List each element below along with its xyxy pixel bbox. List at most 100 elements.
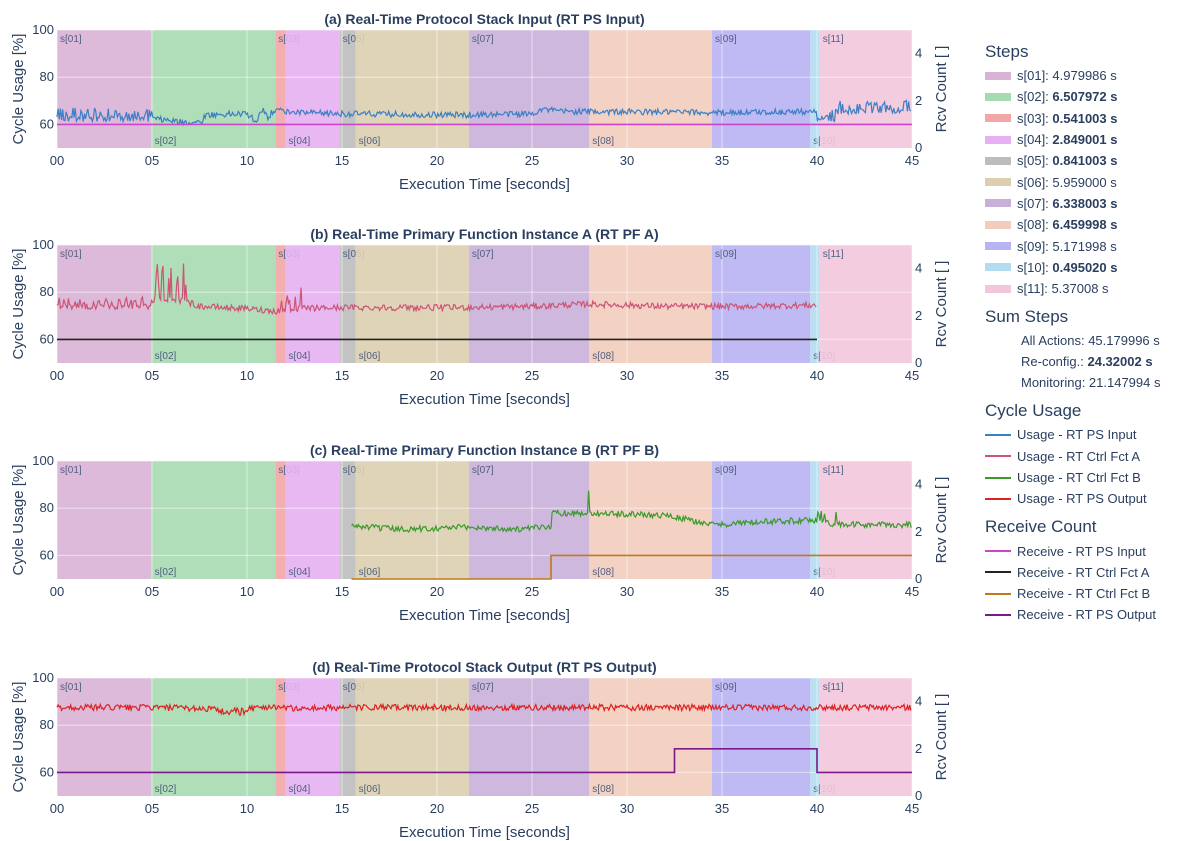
x-tick-label: 40 — [810, 368, 824, 383]
x-tick-label: 15 — [335, 368, 349, 383]
legend-series-line — [985, 476, 1011, 479]
x-tick-label: 30 — [620, 584, 634, 599]
legend-series-item[interactable]: Receive - RT Ctrl Fct B — [985, 583, 1175, 604]
step-region-s07 — [468, 461, 590, 579]
step-region-s05 — [339, 245, 356, 363]
legend-series-label: Receive - RT Ctrl Fct B — [1017, 586, 1151, 602]
step-region-s09 — [712, 30, 811, 148]
legend-sum-title: Sum Steps — [985, 307, 1069, 327]
step-label: s[01] — [60, 249, 82, 260]
subplot-title: (d) Real-Time Protocol Stack Output (RT … — [312, 659, 656, 675]
legend-series-item[interactable]: Receive - RT PS Output — [985, 604, 1175, 625]
series-line-usage — [56, 263, 817, 316]
legend-step-swatch — [985, 242, 1011, 251]
legend-step-item[interactable]: s[08]: 6.459998 s — [985, 214, 1175, 235]
step-label: s[04] — [289, 784, 311, 795]
step-label: s[08] — [592, 136, 614, 147]
x-tick-label: 45 — [905, 153, 919, 168]
step-label: s[05] — [343, 465, 365, 476]
legend-step-item[interactable]: s[09]: 5.171998 s — [985, 235, 1175, 256]
legend-step-item[interactable]: s[11]: 5.37008 s — [985, 278, 1175, 299]
step-label: s[11] — [823, 34, 844, 45]
step-label: s[01] — [60, 34, 82, 45]
legend-step-item[interactable]: s[06]: 5.959000 s — [985, 171, 1175, 192]
x-tick-label: 15 — [335, 801, 349, 816]
y-tick-label: 60 — [40, 764, 54, 779]
legend-usage-title: Cycle Usage — [985, 401, 1082, 421]
legend-steps-list: s[01]: 4.979986 s s[02]: 6.507972 s s[03]:… — [985, 65, 1175, 299]
step-label: s[07] — [472, 249, 494, 260]
x-tick-label: 10 — [240, 584, 254, 599]
legend-step-label: s[11]: 5.37008 s — [1017, 281, 1109, 297]
legend-step-item[interactable]: s[07]: 6.338003 s — [985, 193, 1175, 214]
legend-usage-list: Usage - RT PS Input Usage - RT Ctrl Fct A… — [985, 424, 1175, 509]
legend-step-item[interactable]: s[04]: 2.849001 s — [985, 129, 1175, 150]
y2-tick-label: 2 — [915, 741, 922, 756]
legend-receive-list: Receive - RT PS Input Receive - RT Ctrl F… — [985, 540, 1175, 625]
x-tick-label: 40 — [810, 584, 824, 599]
x-axis-label: Execution Time [seconds] — [399, 391, 570, 408]
legend-series-item[interactable]: Usage - RT PS Input — [985, 424, 1175, 445]
legend-series-label: Usage - RT PS Input — [1017, 427, 1137, 443]
legend-sum-prefix: All Actions: — [1021, 333, 1089, 349]
step-region-s03 — [275, 245, 286, 363]
y-tick-label: 100 — [32, 22, 54, 37]
step-label: s[05] — [343, 34, 365, 45]
legend-step-label: s[01]: 4.979986 s — [1017, 68, 1117, 84]
step-region-s10 — [810, 678, 820, 796]
x-tick-label: 05 — [145, 801, 159, 816]
legend-series-line — [985, 550, 1011, 553]
x-tick-label: 45 — [905, 801, 919, 816]
legend-series-item[interactable]: Usage - RT Ctrl Fct B — [985, 467, 1175, 488]
legend-series-label: Usage - RT Ctrl Fct A — [1017, 448, 1141, 464]
legend-step-swatch — [985, 156, 1011, 165]
x-axis-label: Execution Time [seconds] — [399, 607, 570, 624]
y2-tick-label: 2 — [915, 308, 922, 323]
y2-tick-label: 2 — [915, 524, 922, 539]
legend-series-label: Usage - RT PS Output — [1017, 491, 1147, 507]
x-tick-label: 25 — [525, 368, 539, 383]
step-region-s08 — [589, 678, 713, 796]
step-region-s01 — [57, 30, 152, 148]
step-region-s05 — [339, 30, 356, 148]
legend-series-item[interactable]: Usage - RT Ctrl Fct A — [985, 446, 1175, 467]
x-tick-label: 20 — [430, 153, 444, 168]
legend-step-label: s[08]: 6.459998 s — [1017, 217, 1118, 233]
y2-tick-label: 0 — [915, 355, 922, 370]
legend-series-item[interactable]: Receive - RT Ctrl Fct A — [985, 562, 1175, 583]
legend-step-item[interactable]: s[01]: 4.979986 s — [985, 65, 1175, 86]
x-tick-label: 25 — [525, 153, 539, 168]
legend-series-label: Receive - RT PS Input — [1017, 543, 1146, 559]
y2-tick-label: 4 — [915, 46, 922, 61]
subplot-title: (b) Real-Time Primary Function Instance … — [310, 226, 658, 242]
x-tick-label: 20 — [430, 368, 444, 383]
x-tick-label: 00 — [50, 584, 64, 599]
legend-step-item[interactable]: s[02]: 6.507972 s — [985, 86, 1175, 107]
step-label: s[08] — [592, 351, 614, 362]
legend-step-item[interactable]: s[05]: 0.841003 s — [985, 150, 1175, 171]
subplot-d: s[01]s[02]s[03]s[04]s[05]s[06]s[07]s[08]… — [10, 659, 950, 841]
legend-step-swatch — [985, 114, 1011, 123]
legend-sum-value: 21.147994 s — [1088, 375, 1161, 391]
legend-series-line — [985, 433, 1011, 436]
legend-step-item[interactable]: s[10]: 0.495020 s — [985, 257, 1175, 278]
x-tick-label: 45 — [905, 368, 919, 383]
y-tick-label: 80 — [40, 717, 54, 732]
step-label: s[02] — [155, 136, 177, 147]
legend-step-item[interactable]: s[03]: 0.541003 s — [985, 108, 1175, 129]
x-tick-label: 35 — [715, 584, 729, 599]
step-region-s06 — [355, 461, 469, 579]
series-line-usage — [56, 99, 912, 127]
x-tick-label: 15 — [335, 153, 349, 168]
legend-series-item[interactable]: Receive - RT PS Input — [985, 540, 1175, 561]
x-tick-label: 05 — [145, 584, 159, 599]
y-tick-label: 100 — [32, 453, 54, 468]
y-tick-label: 60 — [40, 331, 54, 346]
legend-step-swatch — [985, 199, 1011, 208]
step-label: s[06] — [359, 567, 381, 578]
legend-series-item[interactable]: Usage - RT PS Output — [985, 488, 1175, 509]
legend-series-line — [985, 497, 1011, 500]
x-axis-label: Execution Time [seconds] — [399, 176, 570, 193]
y-tick-label: 80 — [40, 284, 54, 299]
step-region-s04 — [285, 30, 340, 148]
